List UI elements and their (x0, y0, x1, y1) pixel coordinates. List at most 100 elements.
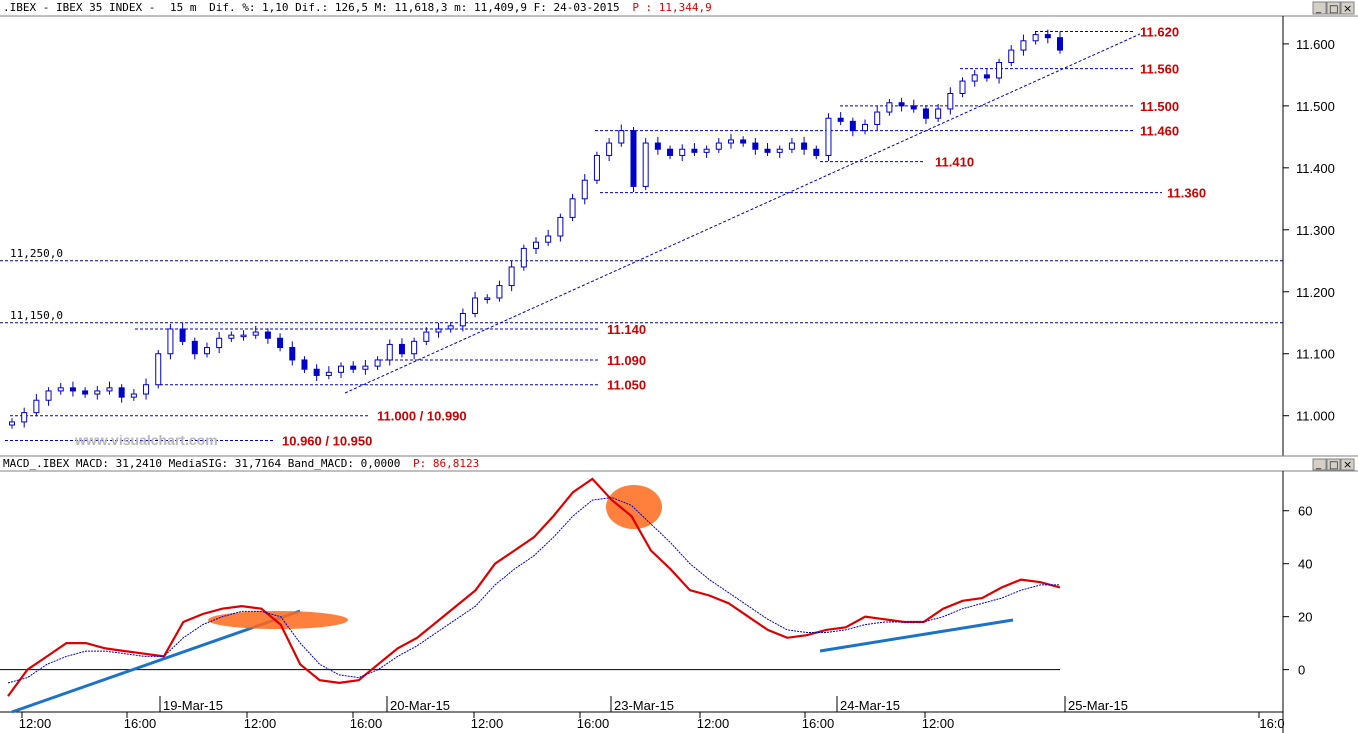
macd-series (7, 477, 1061, 697)
highlight-ellipse-top (606, 485, 662, 529)
bearish-candle (313, 368, 320, 376)
bullish-candle (606, 142, 613, 156)
bullish-candle (143, 384, 150, 395)
macd-header-text: MACD_.IBEX MACD: 31,2410 MediaSIG: 31,71… (3, 457, 479, 470)
bullish-candle (788, 142, 795, 150)
bullish-candle (21, 412, 28, 423)
minimize-button[interactable]: _ (1312, 1, 1327, 15)
bearish-candle (752, 142, 759, 150)
rising-trendline (344, 33, 1141, 394)
support-resistance-levels: 11.620 11.560 11.500 11.460 11.410 11.360 11.1… (5, 24, 1206, 449)
bearish-candle (277, 337, 284, 349)
reference-lines: 11,250,0 11,150,0 (0, 247, 1283, 324)
bullish-candle (203, 347, 210, 355)
bullish-candle (862, 123, 869, 132)
bearish-candle (289, 347, 296, 361)
bearish-candle (654, 142, 661, 150)
bullish-candle (216, 337, 223, 349)
bullish-candle (715, 142, 722, 150)
price-tick-label: 11.400 (1296, 161, 1335, 176)
macd-tick-label: 20 (1298, 610, 1312, 625)
header-symbol: .IBEX - IBEX 35 INDEX - (3, 1, 155, 14)
price-y-axis: 11.000 11.100 11.200 11.300 11.400 11.500 11.6… (1283, 37, 1335, 424)
macd-tick-label: 60 (1298, 504, 1312, 519)
bullish-candle (411, 340, 418, 355)
bullish-candle (1008, 49, 1015, 63)
bullish-candle (557, 216, 564, 237)
price-tick-label: 11.300 (1296, 223, 1335, 238)
bearish-candle (69, 387, 76, 392)
level-label: 11.090 (607, 353, 646, 368)
bullish-candle (374, 359, 381, 367)
bullish-candle (57, 387, 64, 392)
bullish-candle (252, 331, 259, 336)
price-window-buttons: _ □ × (1312, 1, 1355, 15)
bullish-candle (520, 247, 527, 268)
highlight-ellipse-left (208, 611, 348, 629)
minimize-icon: _ (1315, 3, 1322, 14)
bearish-candle (849, 120, 856, 132)
bullish-candle (1020, 40, 1027, 51)
bullish-candle (776, 148, 783, 153)
candlestick-series (9, 29, 1063, 429)
bearish-candle (301, 359, 308, 370)
bullish-candle (338, 365, 345, 373)
x-day-label: 24-Mar-15 (840, 698, 900, 713)
price-tick-label: 11.600 (1296, 37, 1335, 52)
price-tick-label: 11.200 (1296, 285, 1335, 300)
macd-maximize-icon: □ (1329, 460, 1338, 471)
bullish-candle (886, 102, 893, 113)
bullish-candle (935, 108, 942, 119)
level-label: 11.360 (1167, 186, 1206, 201)
x-time-label: 16:00 (124, 716, 157, 731)
bearish-candle (398, 343, 405, 355)
maximize-button[interactable]: □ (1326, 1, 1341, 15)
bearish-candle (350, 365, 357, 370)
close-button[interactable]: × (1340, 1, 1355, 15)
bullish-candle (971, 74, 978, 82)
bearish-candle (922, 108, 929, 119)
macd-minimize-button[interactable]: _ (1312, 458, 1327, 471)
bearish-candle (82, 390, 89, 395)
signal-line (7, 496, 1060, 684)
bearish-candle (983, 74, 990, 79)
bullish-candle (1032, 34, 1039, 42)
time-x-axis: 19-Mar-15 20-Mar-15 23-Mar-15 24-Mar-15 25-M… (19, 696, 1285, 731)
x-time-label: 12:00 (697, 716, 730, 731)
price-tick-label: 11.100 (1296, 347, 1335, 362)
bullish-candle (959, 80, 966, 94)
reference-line-label: 11,250,0 (10, 247, 63, 260)
bullish-candle (9, 421, 15, 426)
macd-maximize-button[interactable]: □ (1326, 458, 1341, 471)
x-day-label: 20-Mar-15 (390, 698, 450, 713)
macd-close-button[interactable]: × (1340, 458, 1355, 471)
macd-minimize-icon: _ (1315, 459, 1322, 470)
bullish-candle (472, 297, 479, 314)
bearish-candle (630, 130, 637, 187)
reference-line-label: 11,150,0 (10, 309, 63, 322)
bullish-candle (155, 353, 162, 386)
bullish-candle (94, 390, 101, 395)
bearish-candle (764, 148, 771, 153)
level-label: 11.410 (935, 155, 974, 170)
bullish-candle (825, 117, 832, 156)
watermark: www.visualchart.com (74, 432, 218, 448)
bearish-candle (1057, 37, 1063, 51)
bullish-candle (569, 198, 576, 218)
bearish-candle (1044, 34, 1051, 39)
bearish-candle (118, 387, 125, 398)
level-label: 11.620 (1140, 24, 1179, 39)
level-label: 10.960 / 10.950 (282, 434, 372, 449)
bullish-candle (874, 111, 881, 125)
bullish-candle (727, 139, 734, 144)
macd-tick-label: 40 (1298, 557, 1312, 572)
bullish-candle (435, 328, 442, 333)
macd-header-main: MACD_.IBEX MACD: 31,2410 MediaSIG: 31,71… (3, 457, 400, 470)
bullish-candle (545, 235, 552, 243)
bearish-candle (837, 117, 844, 122)
bullish-candle (106, 387, 113, 392)
x-day-label: 25-Mar-15 (1068, 698, 1128, 713)
bullish-candle (459, 312, 466, 327)
header-stats: Dif. %: 1,10 Dif.: 126,5 M: 11,618,3 m: … (209, 1, 620, 14)
bearish-candle (898, 102, 905, 107)
